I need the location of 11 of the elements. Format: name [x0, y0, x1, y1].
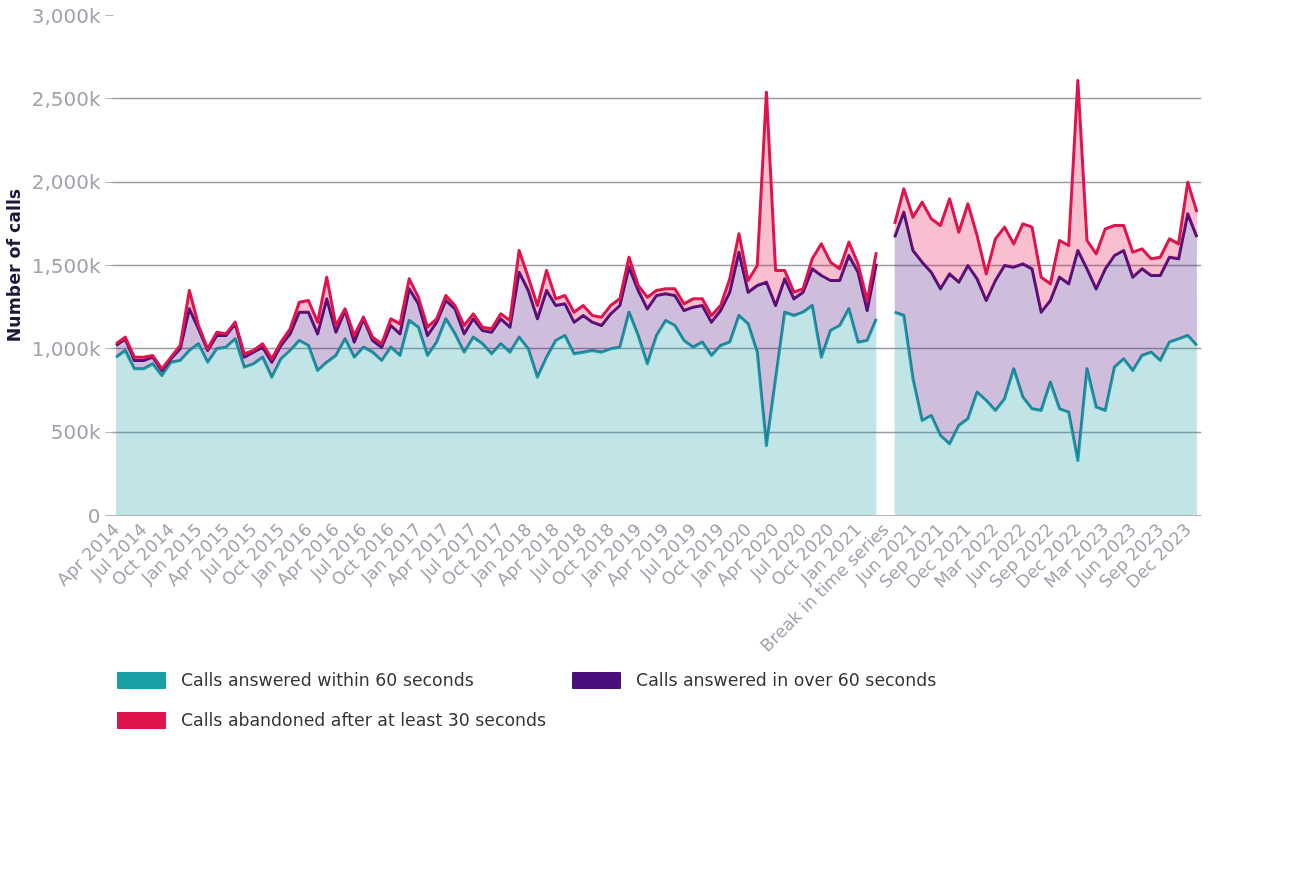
- y-tick-label: 500k: [50, 420, 101, 445]
- legend-label: Calls answered within 60 seconds: [181, 670, 474, 690]
- legend-label: Calls abandoned after at least 30 seconds: [181, 710, 547, 730]
- y-tick-label: 1,500k: [31, 253, 101, 278]
- y-tick-label: 2,000k: [31, 170, 101, 195]
- y-tick-label: 2,500k: [31, 86, 101, 111]
- y-axis-title: Number of calls: [3, 188, 24, 343]
- legend-label: Calls answered in over 60 seconds: [636, 670, 937, 690]
- y-tick-label: 1,000k: [31, 336, 101, 361]
- y-tick-label: 0: [87, 503, 101, 528]
- y-tick-label: 3,000k: [31, 3, 101, 28]
